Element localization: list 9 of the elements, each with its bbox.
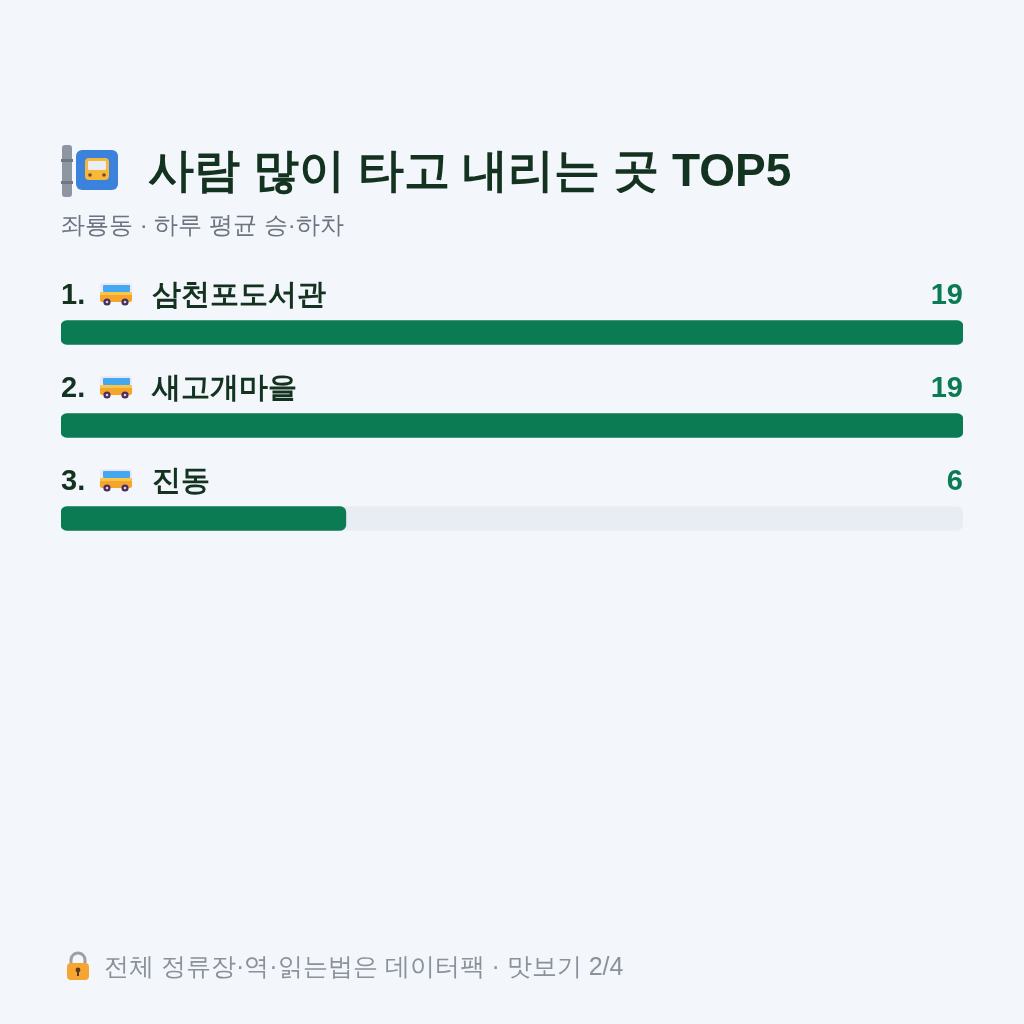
data-label: 6 (946, 464, 963, 497)
text: 전체 정류장·역·읽는법은 데이터팩 · 맛보기 2/4 (104, 950, 624, 982)
data-label: 19 (930, 278, 963, 311)
data-label: 19 (930, 371, 963, 404)
category-label: 1. 삼천포도서관 (61, 277, 327, 310)
category-label: 2. 새고개마을 (61, 370, 298, 403)
chart-title: 사람 많이 타고 내리는 곳 TOP5 (148, 144, 792, 196)
category-label: 3. 진동 (61, 463, 211, 496)
chart-subtitle: 좌룡동 · 하루 평균 승·하차 (61, 210, 344, 240)
